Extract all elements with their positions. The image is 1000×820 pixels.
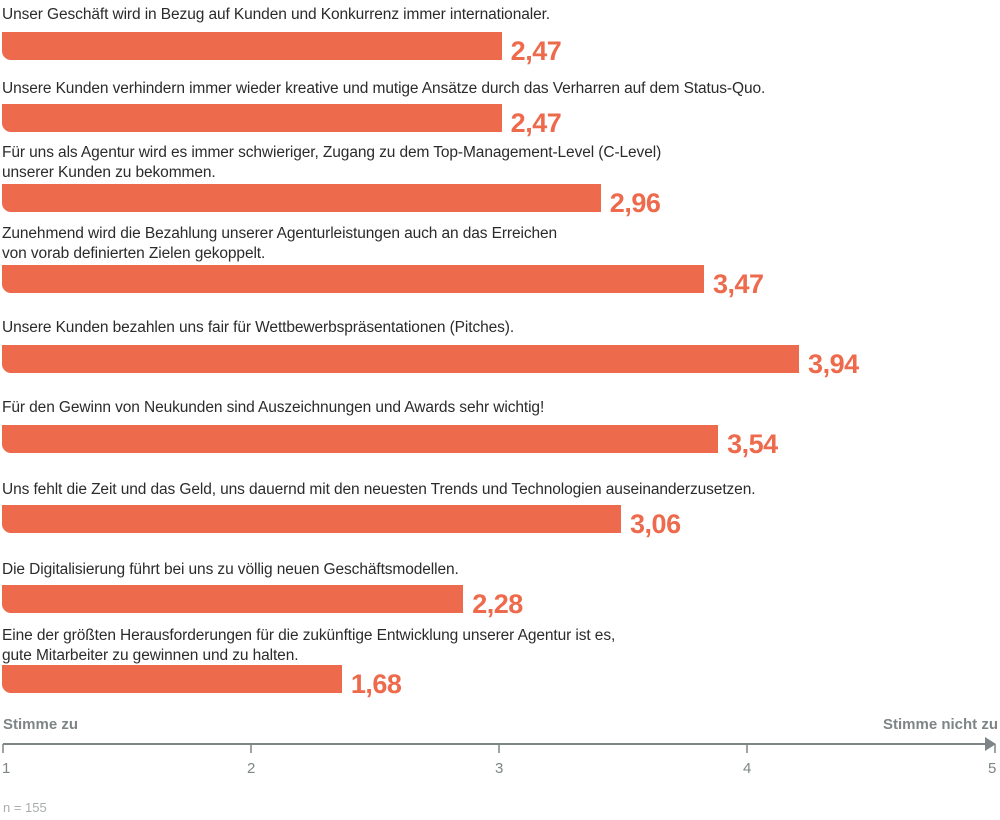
bar [2, 505, 622, 533]
value-label: 3,47 [712, 269, 764, 299]
value-label: 3,54 [727, 429, 778, 459]
bar [2, 345, 800, 373]
category-label-line: Für uns als Agentur wird es immer schwie… [2, 144, 662, 161]
bar [2, 665, 342, 693]
category-label-line: von vorab definierten Zielen gekoppelt. [2, 245, 266, 262]
value-label: 2,96 [609, 188, 661, 218]
category-label-line: Für den Gewinn von Neukunden sind Auszei… [2, 399, 545, 416]
value-label: 2,47 [510, 108, 562, 138]
category-label-line: Unsere Kunden verhindern immer wieder kr… [2, 80, 766, 97]
bar [2, 184, 601, 212]
bar [2, 585, 464, 613]
axis-left-label: Stimme zu [3, 716, 79, 733]
value-label: 3,06 [630, 509, 681, 539]
category-label: Unsere Kunden verhindern immer wieder kr… [2, 79, 765, 99]
category-label-line: unserer Kunden zu bekommen. [2, 164, 216, 181]
category-label: Uns fehlt die Zeit und das Geld, uns dau… [2, 480, 756, 500]
value-label: 2,47 [510, 36, 562, 66]
category-label-line: Unser Geschäft wird in Bezug auf Kunden … [2, 6, 551, 23]
sample-size-note: n = 155 [3, 800, 47, 815]
bar [2, 104, 502, 132]
value-label: 2,28 [472, 589, 523, 619]
value-label: 3,94 [808, 349, 859, 379]
category-label: Für uns als Agentur wird es immer schwie… [2, 143, 661, 183]
category-label: Die Digitalisierung führt bei uns zu völ… [2, 560, 459, 580]
bar [2, 425, 719, 453]
tick-label: 4 [743, 760, 752, 777]
category-label-line: Unsere Kunden bezahlen uns fair für Wett… [2, 319, 515, 336]
category-label-line: Zunehmend wird die Bezahlung unserer Age… [2, 225, 558, 242]
category-label: Eine der größten Herausforderungen für d… [2, 626, 615, 666]
category-label: Für den Gewinn von Neukunden sind Auszei… [2, 398, 544, 418]
category-label-line: Die Digitalisierung führt bei uns zu völ… [2, 561, 459, 578]
category-label: Unser Geschäft wird in Bezug auf Kunden … [2, 5, 550, 25]
bar [2, 32, 502, 60]
bar [2, 265, 704, 293]
category-label-line: Eine der größten Herausforderungen für d… [2, 627, 616, 644]
tick-label: 1 [2, 760, 11, 777]
axis-right-label: Stimme nicht zu [882, 716, 998, 733]
tick-label: 5 [988, 760, 997, 777]
category-label: Unsere Kunden bezahlen uns fair für Wett… [2, 318, 514, 338]
category-label: Zunehmend wird die Bezahlung unserer Age… [2, 224, 557, 264]
value-label: 1,68 [350, 669, 402, 699]
axis-arrow-icon [985, 737, 996, 751]
tick-label: 3 [495, 760, 504, 777]
tick-label: 2 [247, 760, 256, 777]
category-label-line: gute Mitarbeiter zu gewinnen und zu halt… [2, 647, 299, 664]
category-label-line: Uns fehlt die Zeit und das Geld, uns dau… [2, 481, 756, 498]
